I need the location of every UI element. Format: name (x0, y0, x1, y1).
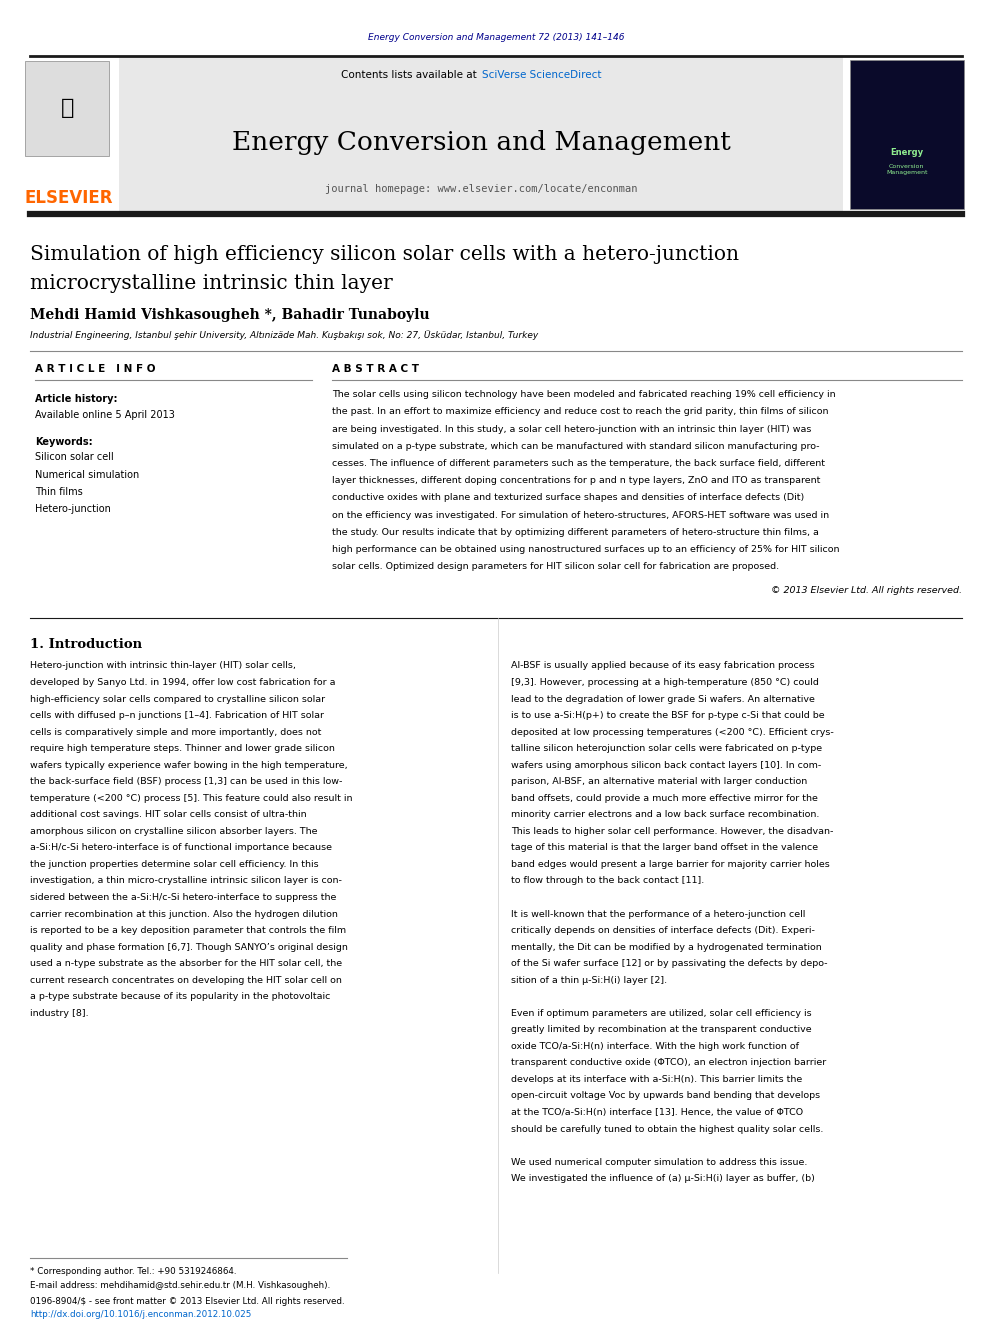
Text: is to use a-Si:H(p+) to create the BSF for p-type c-Si that could be: is to use a-Si:H(p+) to create the BSF f… (511, 710, 824, 720)
Text: layer thicknesses, different doping concentrations for p and n type layers, ZnO : layer thicknesses, different doping conc… (332, 476, 820, 486)
Bar (25, 61, 109, 156)
Text: develops at its interface with a-Si:H(n). This barrier limits the: develops at its interface with a-Si:H(n)… (511, 1074, 803, 1084)
Text: Industrial Engineering, Istanbul şehir University, Altınizäde Mah. Kuşbakışı sok: Industrial Engineering, Istanbul şehir U… (30, 329, 538, 340)
Text: Simulation of high efficiency silicon solar cells with a hetero-junction: Simulation of high efficiency silicon so… (30, 245, 739, 263)
Text: Al-BSF is usually applied because of its easy fabrication process: Al-BSF is usually applied because of its… (511, 662, 814, 671)
Text: * Corresponding author. Tel.: +90 5319246864.: * Corresponding author. Tel.: +90 531924… (30, 1267, 236, 1277)
Text: additional cost savings. HIT solar cells consist of ultra-thin: additional cost savings. HIT solar cells… (30, 810, 307, 819)
Text: 🌲: 🌲 (61, 98, 74, 119)
Text: band edges would present a large barrier for majority carrier holes: band edges would present a large barrier… (511, 860, 829, 869)
Text: Energy: Energy (890, 148, 924, 156)
Text: mentally, the Dit can be modified by a hydrogenated termination: mentally, the Dit can be modified by a h… (511, 942, 821, 951)
Text: temperature (<200 °C) process [5]. This feature could also result in: temperature (<200 °C) process [5]. This … (30, 794, 352, 803)
Text: require high temperature steps. Thinner and lower grade silicon: require high temperature steps. Thinner … (30, 744, 334, 753)
Text: Thin films: Thin films (35, 487, 82, 497)
Text: It is well-known that the performance of a hetero-junction cell: It is well-known that the performance of… (511, 909, 806, 918)
Text: Numerical simulation: Numerical simulation (35, 470, 139, 480)
Text: carrier recombination at this junction. Also the hydrogen dilution: carrier recombination at this junction. … (30, 909, 337, 918)
Text: Contents lists available at: Contents lists available at (341, 70, 480, 81)
Text: developed by Sanyo Ltd. in 1994, offer low cost fabrication for a: developed by Sanyo Ltd. in 1994, offer l… (30, 677, 335, 687)
Bar (119, 57, 843, 212)
Text: wafers using amorphous silicon back contact layers [10]. In com-: wafers using amorphous silicon back cont… (511, 761, 821, 770)
Text: We investigated the influence of (a) μ-Si:H(i) layer as buffer, (b): We investigated the influence of (a) μ-S… (511, 1174, 814, 1183)
Text: the study. Our results indicate that by optimizing different parameters of heter: the study. Our results indicate that by … (332, 528, 819, 537)
Text: 0196-8904/$ - see front matter © 2013 Elsevier Ltd. All rights reserved.: 0196-8904/$ - see front matter © 2013 El… (30, 1297, 344, 1306)
Text: Silicon solar cell: Silicon solar cell (35, 452, 113, 463)
Text: The solar cells using silicon technology have been modeled and fabricated reachi: The solar cells using silicon technology… (332, 390, 836, 400)
Text: SciVerse ScienceDirect: SciVerse ScienceDirect (482, 70, 601, 81)
Text: wafers typically experience wafer bowing in the high temperature,: wafers typically experience wafer bowing… (30, 761, 347, 770)
Text: cesses. The influence of different parameters such as the temperature, the back : cesses. The influence of different param… (332, 459, 825, 468)
Text: © 2013 Elsevier Ltd. All rights reserved.: © 2013 Elsevier Ltd. All rights reserved… (771, 586, 962, 595)
Text: http://dx.doi.org/10.1016/j.enconman.2012.10.025: http://dx.doi.org/10.1016/j.enconman.201… (30, 1310, 251, 1319)
Text: a p-type substrate because of its popularity in the photovoltaic: a p-type substrate because of its popula… (30, 992, 330, 1002)
Text: high performance can be obtained using nanostructured surfaces up to an efficien: high performance can be obtained using n… (332, 545, 840, 554)
Text: used a n-type substrate as the absorber for the HIT solar cell, the: used a n-type substrate as the absorber … (30, 959, 342, 968)
Text: greatly limited by recombination at the transparent conductive: greatly limited by recombination at the … (511, 1025, 811, 1035)
Text: Available online 5 April 2013: Available online 5 April 2013 (35, 410, 175, 421)
Text: Keywords:: Keywords: (35, 437, 92, 447)
Text: a-Si:H/c-Si hetero-interface is of functional importance because: a-Si:H/c-Si hetero-interface is of funct… (30, 843, 331, 852)
Text: should be carefully tuned to obtain the highest quality solar cells.: should be carefully tuned to obtain the … (511, 1125, 823, 1134)
Text: A B S T R A C T: A B S T R A C T (332, 364, 420, 374)
Text: is reported to be a key deposition parameter that controls the film: is reported to be a key deposition param… (30, 926, 346, 935)
Text: open-circuit voltage Voc by upwards band bending that develops: open-circuit voltage Voc by upwards band… (511, 1091, 820, 1101)
Text: amorphous silicon on crystalline silicon absorber layers. The: amorphous silicon on crystalline silicon… (30, 827, 317, 836)
Text: A R T I C L E   I N F O: A R T I C L E I N F O (35, 364, 155, 374)
Text: This leads to higher solar cell performance. However, the disadvan-: This leads to higher solar cell performa… (511, 827, 833, 836)
Text: talline silicon heterojunction solar cells were fabricated on p-type: talline silicon heterojunction solar cel… (511, 744, 822, 753)
Text: simulated on a p-type substrate, which can be manufactured with standard silicon: simulated on a p-type substrate, which c… (332, 442, 819, 451)
Text: Hetero-junction with intrinsic thin-layer (HIT) solar cells,: Hetero-junction with intrinsic thin-laye… (30, 662, 296, 671)
Text: minority carrier electrons and a low back surface recombination.: minority carrier electrons and a low bac… (511, 810, 819, 819)
Text: microcrystalline intrinsic thin layer: microcrystalline intrinsic thin layer (30, 274, 393, 292)
Text: journal homepage: www.elsevier.com/locate/enconman: journal homepage: www.elsevier.com/locat… (324, 184, 638, 194)
Text: tage of this material is that the larger band offset in the valence: tage of this material is that the larger… (511, 843, 818, 852)
Text: We used numerical computer simulation to address this issue.: We used numerical computer simulation to… (511, 1158, 807, 1167)
Text: are being investigated. In this study, a solar cell hetero-junction with an intr: are being investigated. In this study, a… (332, 425, 811, 434)
Text: deposited at low processing temperatures (<200 °C). Efficient crys-: deposited at low processing temperatures… (511, 728, 833, 737)
Text: of the Si wafer surface [12] or by passivating the defects by depo-: of the Si wafer surface [12] or by passi… (511, 959, 827, 968)
Text: cells with diffused p–n junctions [1–4]. Fabrication of HIT solar: cells with diffused p–n junctions [1–4].… (30, 710, 323, 720)
Text: sidered between the a-Si:H/c-Si hetero-interface to suppress the: sidered between the a-Si:H/c-Si hetero-i… (30, 893, 336, 902)
Text: Mehdi Hamid Vishkasougheh *, Bahadir Tunaboylu: Mehdi Hamid Vishkasougheh *, Bahadir Tun… (30, 308, 430, 321)
Text: at the TCO/a-Si:H(n) interface [13]. Hence, the value of ΦTCO: at the TCO/a-Si:H(n) interface [13]. Hen… (511, 1107, 803, 1117)
Text: quality and phase formation [6,7]. Though SANYO’s original design: quality and phase formation [6,7]. Thoug… (30, 942, 347, 951)
Text: high-efficiency solar cells compared to crystalline silicon solar: high-efficiency solar cells compared to … (30, 695, 325, 704)
Text: Conversion
Management: Conversion Management (886, 164, 928, 175)
Text: on the efficiency was investigated. For simulation of hetero-structures, AFORS-H: on the efficiency was investigated. For … (332, 511, 829, 520)
Text: the back-surface field (BSF) process [1,3] can be used in this low-: the back-surface field (BSF) process [1,… (30, 777, 342, 786)
Text: Article history:: Article history: (35, 394, 117, 405)
Text: [9,3]. However, processing at a high-temperature (850 °C) could: [9,3]. However, processing at a high-tem… (511, 677, 818, 687)
Text: ELSEVIER: ELSEVIER (25, 189, 113, 208)
Text: Energy Conversion and Management 72 (2013) 141–146: Energy Conversion and Management 72 (201… (368, 33, 624, 41)
Text: Energy Conversion and Management: Energy Conversion and Management (232, 131, 730, 155)
Text: conductive oxides with plane and texturized surface shapes and densities of inte: conductive oxides with plane and texturi… (332, 493, 805, 503)
Text: 1. Introduction: 1. Introduction (30, 638, 142, 651)
Text: oxide TCO/a-Si:H(n) interface. With the high work function of: oxide TCO/a-Si:H(n) interface. With the … (511, 1041, 799, 1050)
Text: Hetero-junction: Hetero-junction (35, 504, 110, 515)
Text: lead to the degradation of lower grade Si wafers. An alternative: lead to the degradation of lower grade S… (511, 695, 814, 704)
Text: band offsets, could provide a much more effective mirror for the: band offsets, could provide a much more … (511, 794, 817, 803)
Text: the past. In an effort to maximize efficiency and reduce cost to reach the grid : the past. In an effort to maximize effic… (332, 407, 829, 417)
Text: E-mail address: mehdihamid@std.sehir.edu.tr (M.H. Vishkasougheh).: E-mail address: mehdihamid@std.sehir.edu… (30, 1281, 330, 1290)
Text: industry [8].: industry [8]. (30, 1008, 88, 1017)
Text: solar cells. Optimized design parameters for HIT silicon solar cell for fabricat: solar cells. Optimized design parameters… (332, 562, 780, 572)
Text: transparent conductive oxide (ΦTCO), an electron injection barrier: transparent conductive oxide (ΦTCO), an … (511, 1058, 826, 1068)
Text: critically depends on densities of interface defects (Dit). Experi-: critically depends on densities of inter… (511, 926, 814, 935)
Text: the junction properties determine solar cell efficiency. In this: the junction properties determine solar … (30, 860, 318, 869)
Text: current research concentrates on developing the HIT solar cell on: current research concentrates on develop… (30, 975, 341, 984)
Text: cells is comparatively simple and more importantly, does not: cells is comparatively simple and more i… (30, 728, 321, 737)
Bar (850, 60, 964, 209)
Text: parison, Al-BSF, an alternative material with larger conduction: parison, Al-BSF, an alternative material… (511, 777, 807, 786)
Text: Even if optimum parameters are utilized, solar cell efficiency is: Even if optimum parameters are utilized,… (511, 1008, 811, 1017)
Text: sition of a thin μ-Si:H(i) layer [2].: sition of a thin μ-Si:H(i) layer [2]. (511, 975, 667, 984)
Text: to flow through to the back contact [11].: to flow through to the back contact [11]… (511, 876, 704, 885)
Text: investigation, a thin micro-crystalline intrinsic silicon layer is con-: investigation, a thin micro-crystalline … (30, 876, 341, 885)
